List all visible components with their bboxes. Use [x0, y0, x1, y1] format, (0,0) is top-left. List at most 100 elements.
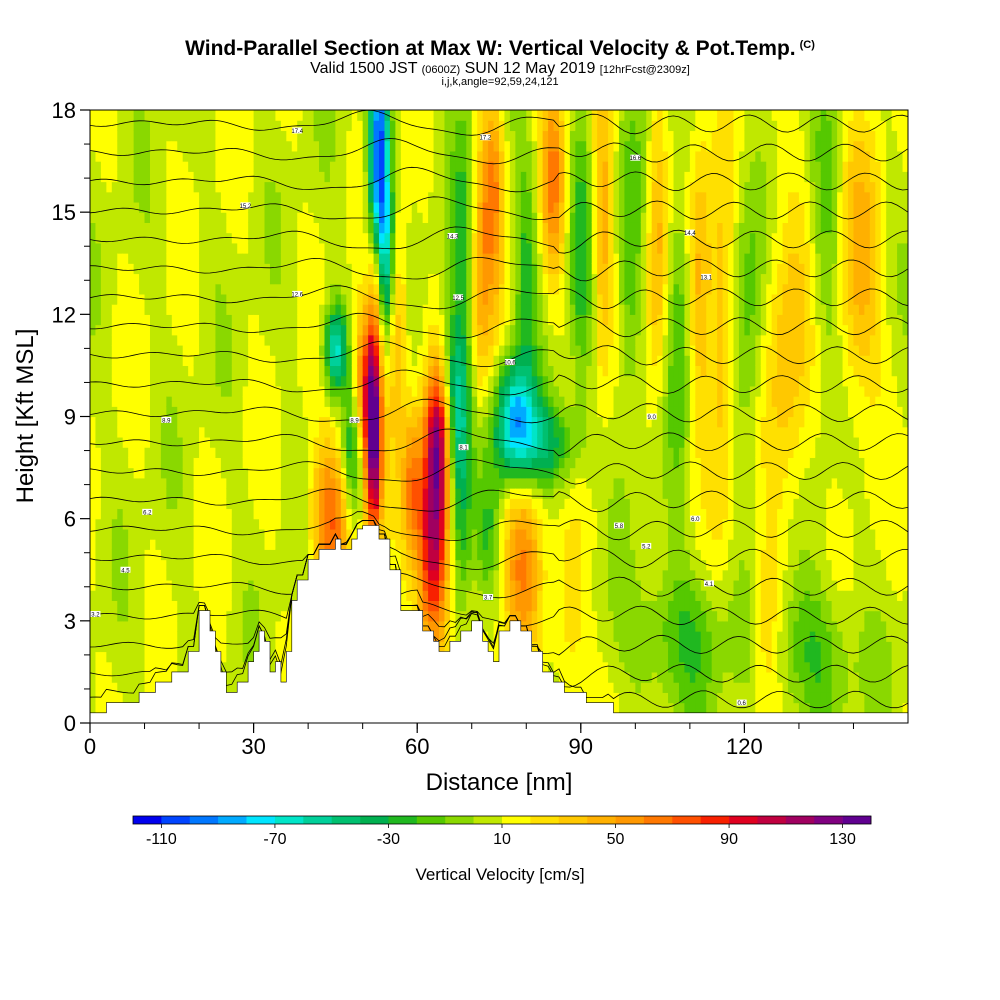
w-cell — [90, 161, 97, 172]
w-cell — [226, 436, 233, 448]
w-cell — [199, 273, 206, 285]
w-cell — [193, 426, 200, 438]
w-cell — [280, 242, 287, 254]
w-cell — [128, 436, 135, 448]
w-cell — [117, 273, 124, 285]
w-cell — [389, 171, 396, 183]
w-cell — [209, 620, 217, 632]
w-cell — [193, 324, 200, 336]
w-cell — [379, 436, 386, 448]
w-cell — [291, 426, 298, 438]
w-cell — [133, 447, 140, 458]
w-cell — [428, 293, 435, 305]
w-cell — [128, 110, 135, 121]
w-cell — [455, 171, 462, 183]
w-cell — [171, 416, 178, 428]
w-cell — [253, 212, 260, 223]
w-cell — [133, 140, 140, 152]
w-cell — [275, 508, 282, 520]
w-cell — [531, 334, 538, 346]
w-cell — [286, 283, 293, 295]
w-cell — [166, 590, 173, 601]
w-cell — [400, 232, 407, 244]
w-cell — [444, 579, 451, 591]
w-cell — [220, 150, 227, 162]
w-cell — [297, 191, 304, 203]
w-cell — [275, 498, 282, 510]
w-cell — [117, 559, 124, 571]
w-cell — [177, 385, 184, 397]
w-cell — [482, 620, 489, 632]
w-cell — [373, 355, 380, 367]
w-cell — [362, 222, 369, 234]
w-cell — [526, 334, 533, 346]
w-cell — [264, 426, 271, 438]
w-cell — [313, 467, 320, 479]
w-cell — [406, 304, 413, 315]
w-cell — [193, 539, 200, 550]
w-cell — [400, 253, 407, 264]
w-cell — [302, 242, 309, 254]
w-cell — [199, 314, 206, 326]
w-cell — [204, 590, 211, 601]
w-cell — [449, 293, 456, 305]
w-cell — [466, 436, 473, 448]
w-cell — [117, 590, 124, 601]
w-cell — [264, 396, 271, 407]
w-cell — [368, 488, 375, 499]
w-cell — [319, 355, 326, 367]
w-cell — [253, 385, 260, 397]
w-cell — [111, 304, 118, 315]
w-cell — [139, 150, 146, 162]
w-cell — [499, 569, 506, 581]
w-cell — [428, 232, 435, 244]
w-cell — [199, 283, 206, 295]
w-cell — [526, 406, 533, 418]
w-cell — [160, 314, 167, 326]
w-cell — [144, 375, 151, 387]
w-cell — [111, 263, 118, 275]
w-cell — [340, 324, 347, 336]
w-cell — [362, 334, 369, 346]
w-cell — [433, 590, 440, 601]
w-cell — [477, 457, 484, 469]
w-cell — [90, 498, 97, 510]
w-cell — [455, 477, 462, 489]
w-cell — [90, 171, 97, 183]
w-cell — [106, 620, 113, 632]
w-cell — [433, 222, 440, 234]
w-cell — [95, 702, 102, 714]
w-cell — [346, 457, 353, 469]
w-cell — [160, 171, 167, 183]
w-cell — [155, 631, 162, 642]
w-cell — [488, 334, 495, 346]
w-cell — [166, 273, 173, 285]
w-cell — [488, 498, 495, 510]
w-cell — [139, 569, 146, 581]
w-cell — [417, 304, 424, 315]
w-cell — [482, 110, 489, 121]
w-cell — [471, 283, 478, 295]
w-cell — [297, 273, 304, 285]
w-cell — [368, 181, 375, 193]
w-cell — [242, 518, 249, 530]
w-cell — [411, 579, 418, 591]
w-cell — [526, 365, 533, 377]
w-cell — [226, 212, 233, 223]
w-cell — [139, 518, 146, 530]
w-cell — [111, 426, 118, 438]
w-cell — [128, 416, 135, 428]
w-cell — [215, 447, 222, 458]
w-cell — [449, 375, 456, 387]
w-cell — [193, 150, 200, 162]
w-cell — [531, 304, 538, 315]
w-cell — [449, 569, 456, 581]
w-cell — [253, 293, 260, 305]
w-cell — [128, 692, 135, 704]
w-cell — [319, 477, 326, 489]
w-cell — [460, 508, 467, 520]
w-cell — [280, 590, 287, 601]
w-cell — [455, 212, 462, 223]
w-cell — [90, 579, 97, 591]
w-cell — [199, 222, 206, 234]
